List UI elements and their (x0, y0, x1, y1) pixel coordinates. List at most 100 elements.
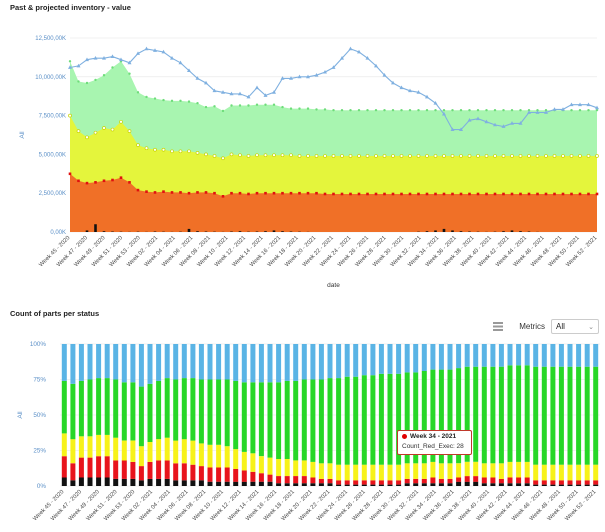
line-point (348, 46, 353, 51)
black-bar (102, 231, 106, 232)
bar-segment (301, 379, 307, 461)
bar-segment (327, 463, 333, 479)
area-point (519, 192, 522, 196)
bar-segment (413, 478, 419, 484)
bar-segment (96, 434, 102, 457)
bar-segment (481, 366, 487, 464)
bar-segment (293, 460, 299, 476)
area-point (178, 149, 183, 154)
area-point (383, 108, 386, 112)
bar-segment (173, 379, 179, 441)
area-point (510, 108, 514, 112)
area-point (587, 192, 590, 196)
bar-segment (198, 466, 204, 481)
parts-chart-title: Count of parts per status (10, 309, 100, 318)
black-bar (264, 231, 267, 232)
area-point (544, 154, 548, 158)
area-point (400, 192, 403, 196)
bar-segment (104, 344, 110, 379)
area-point (136, 188, 140, 192)
area-point (213, 191, 216, 195)
area-point (569, 154, 574, 158)
line-point (595, 105, 599, 110)
area-point (255, 103, 259, 106)
bar-segment (138, 446, 144, 467)
bar-segment (241, 481, 247, 486)
area-point (162, 190, 165, 193)
bar-segment (336, 344, 342, 379)
bar-segment (301, 476, 307, 484)
bar-segment (267, 382, 273, 458)
area-point (468, 192, 471, 196)
bar-segment (113, 437, 119, 461)
area-point (102, 126, 106, 130)
y-tick-label: 7,500,00K (39, 114, 66, 120)
area-point (349, 192, 352, 196)
area-point (238, 153, 242, 158)
bar-segment (344, 464, 350, 481)
bar-segment (284, 344, 290, 381)
bar-segment (284, 483, 290, 486)
line-point (119, 57, 123, 62)
bar-segment (164, 460, 170, 479)
bar-segment (147, 442, 153, 462)
area-point (85, 181, 89, 185)
bar-segment (396, 464, 402, 481)
area-point (552, 154, 557, 158)
bar-segment (507, 365, 513, 462)
bar-segment (310, 477, 316, 484)
black-bar (85, 230, 89, 232)
area-point (153, 147, 157, 152)
area-point (68, 113, 72, 118)
inventory-area-chart[interactable]: 0,00K 2,500,00K 5,000,00K 7,500,00K 10,000,0… (0, 0, 605, 300)
bar-segment (378, 344, 384, 374)
line-point (272, 90, 276, 94)
table-view-icon[interactable] (493, 322, 504, 331)
bar-segment (164, 378, 170, 438)
area-point (408, 192, 412, 196)
bar-segment (61, 477, 67, 486)
y-tick-label: 50% (33, 412, 46, 419)
black-bar (238, 231, 242, 232)
line-point (501, 124, 506, 128)
bar-segment (516, 483, 522, 486)
area-point (493, 192, 497, 196)
bar-segment (207, 481, 213, 486)
area-point (94, 78, 97, 82)
line-point (535, 110, 540, 114)
bar-segment (361, 484, 367, 486)
area-point (434, 192, 437, 196)
area-point (179, 191, 182, 194)
bar-segment (181, 378, 187, 440)
area-point (383, 192, 386, 196)
bar-segment (293, 483, 299, 486)
area-point (119, 176, 123, 179)
area-point (340, 154, 344, 158)
bar-segment (301, 344, 307, 380)
area-point (179, 99, 182, 103)
bar-segment (576, 464, 582, 481)
area-point (238, 191, 242, 195)
bar-segment (258, 344, 264, 383)
bar-segment (284, 476, 290, 484)
bar-segment (541, 366, 547, 465)
area-point (374, 192, 378, 196)
bar-segment (370, 375, 376, 465)
bar-segment (438, 463, 444, 479)
y-tick-label: 0% (37, 483, 47, 490)
metrics-select[interactable]: All ⌄ (551, 319, 599, 334)
bar-segment (558, 366, 564, 465)
bar-segment (276, 382, 282, 459)
line-point (178, 60, 183, 65)
bar-segment (336, 480, 342, 485)
area-point (314, 154, 319, 158)
line-point (518, 121, 523, 125)
line-point (255, 85, 259, 90)
bar-segment (198, 480, 204, 486)
area-point (493, 154, 497, 158)
area-point (77, 80, 80, 83)
line-point (382, 73, 387, 77)
bar-segment (327, 483, 333, 486)
area-point (306, 107, 310, 110)
